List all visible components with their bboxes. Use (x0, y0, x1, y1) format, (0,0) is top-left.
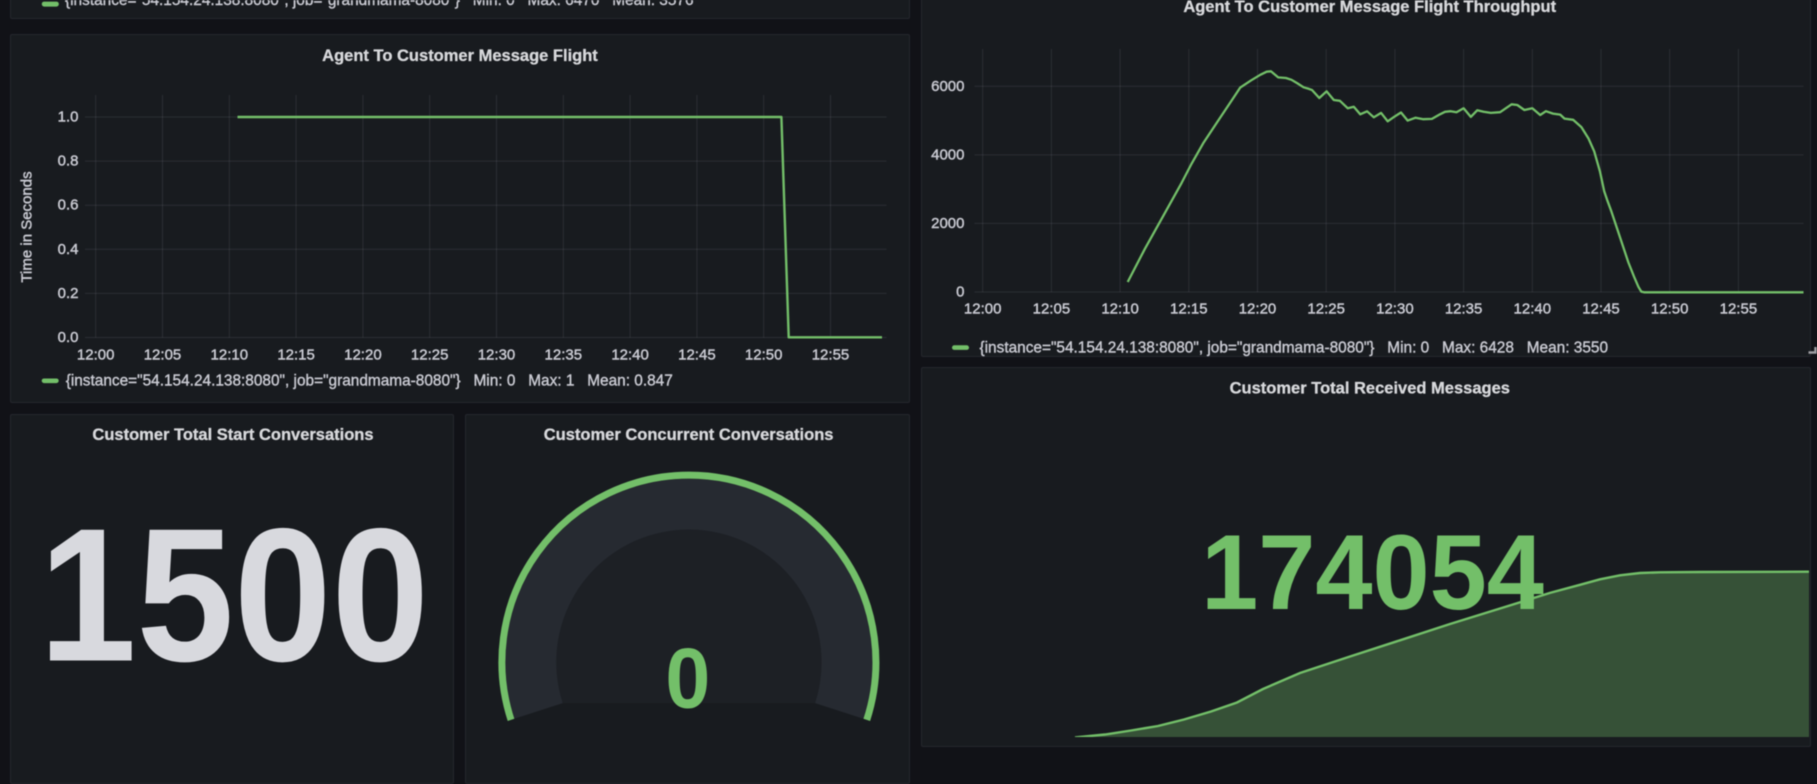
svg-text:12:25: 12:25 (1307, 300, 1345, 317)
svg-text:12:15: 12:15 (277, 347, 315, 364)
svg-text:Agent To Customer Message Flig: Agent To Customer Message Flight Through… (1183, 0, 1556, 16)
svg-text:Customer Concurrent Conversati: Customer Concurrent Conversations (544, 426, 834, 444)
svg-text:{instance="54.154.24.138:8080": {instance="54.154.24.138:8080", job="gra… (65, 0, 694, 9)
svg-text:12:10: 12:10 (211, 347, 249, 364)
svg-text:2000: 2000 (931, 215, 964, 232)
svg-text:12:30: 12:30 (478, 347, 516, 364)
svg-text:12:05: 12:05 (144, 347, 182, 364)
svg-text:0: 0 (956, 284, 964, 301)
svg-text:4000: 4000 (931, 146, 964, 163)
svg-text:174054: 174054 (1201, 513, 1544, 632)
svg-text:12:50: 12:50 (745, 347, 783, 364)
svg-text:12:45: 12:45 (678, 347, 716, 364)
svg-text:12:45: 12:45 (1582, 300, 1620, 317)
svg-text:12:50: 12:50 (1651, 300, 1689, 317)
svg-text:0.0: 0.0 (58, 329, 79, 346)
svg-text:1500: 1500 (39, 488, 429, 701)
svg-text:12:10: 12:10 (1101, 300, 1139, 317)
svg-text:Agent To Customer Message Flig: Agent To Customer Message Flight (322, 47, 598, 65)
svg-text:0.8: 0.8 (58, 153, 79, 170)
svg-text:12:20: 12:20 (344, 347, 382, 364)
svg-text:Customer Total Received Messag: Customer Total Received Messages (1230, 379, 1510, 397)
svg-text:12:00: 12:00 (964, 300, 1002, 317)
svg-text:0.6: 0.6 (58, 197, 79, 214)
svg-text:0.2: 0.2 (58, 285, 79, 302)
svg-text:Customer Total Start Conversat: Customer Total Start Conversations (92, 426, 373, 444)
svg-text:12:25: 12:25 (411, 347, 449, 364)
svg-text:{instance="54.154.24.138:8080": {instance="54.154.24.138:8080", job="gra… (66, 372, 673, 389)
svg-text:12:00: 12:00 (77, 347, 115, 364)
svg-text:Time in Seconds: Time in Seconds (19, 171, 36, 282)
svg-text:12:40: 12:40 (611, 347, 649, 364)
svg-text:12:15: 12:15 (1170, 300, 1208, 317)
svg-text:12:40: 12:40 (1514, 300, 1552, 317)
svg-text:0: 0 (665, 631, 710, 726)
svg-text:12:05: 12:05 (1033, 300, 1071, 317)
svg-text:12:55: 12:55 (1720, 300, 1758, 317)
svg-text:12:35: 12:35 (545, 347, 583, 364)
svg-text:0.4: 0.4 (58, 241, 79, 258)
svg-text:12:20: 12:20 (1239, 300, 1277, 317)
svg-text:12:55: 12:55 (812, 347, 850, 364)
svg-text:6000: 6000 (931, 78, 964, 95)
svg-text:{instance="54.154.24.138:8080": {instance="54.154.24.138:8080", job="gra… (980, 339, 1609, 356)
svg-text:1.0: 1.0 (58, 109, 79, 126)
svg-text:12:30: 12:30 (1376, 300, 1414, 317)
svg-text:12:35: 12:35 (1445, 300, 1483, 317)
